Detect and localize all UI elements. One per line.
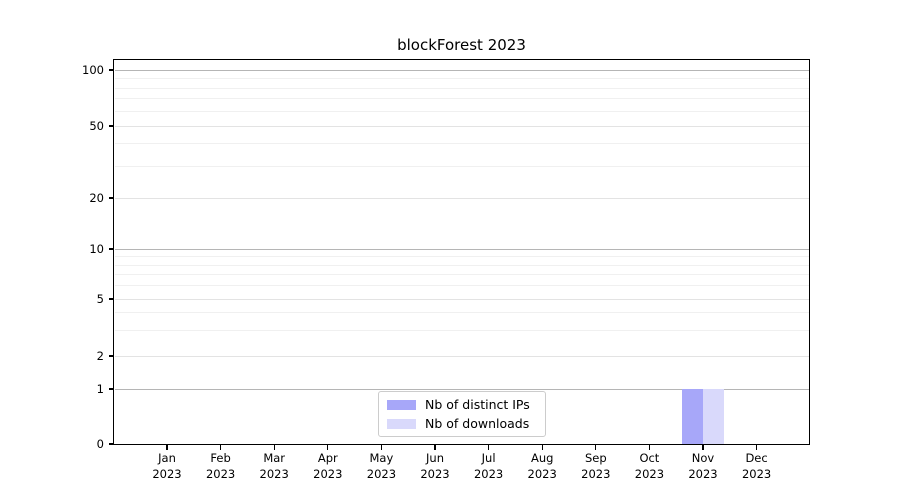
bar-distinct-ips bbox=[681, 389, 703, 444]
x-tick-mark bbox=[595, 445, 597, 450]
x-axis-tick-label: Aug 2023 bbox=[527, 451, 557, 481]
y-tick-mark bbox=[108, 69, 114, 71]
y-tick-mark bbox=[108, 248, 114, 250]
x-axis-tick-label: Feb 2023 bbox=[205, 451, 236, 481]
x-tick-mark bbox=[166, 445, 168, 450]
gridline-minor bbox=[114, 256, 809, 258]
x-tick-mark bbox=[702, 445, 704, 450]
gridline-major bbox=[114, 388, 809, 390]
y-axis-tick-label: 1 bbox=[96, 382, 104, 396]
gridline bbox=[114, 298, 809, 300]
x-axis-tick-label: Jun 2023 bbox=[420, 451, 450, 481]
x-tick-mark bbox=[220, 445, 222, 450]
x-tick-mark bbox=[434, 445, 436, 450]
x-axis-tick-label: Jan 2023 bbox=[152, 451, 182, 481]
x-axis-tick-label: Sep 2023 bbox=[581, 451, 611, 481]
y-axis-tick-label: 2 bbox=[96, 349, 104, 363]
gridline-minor bbox=[114, 98, 809, 100]
x-tick-mark bbox=[327, 445, 329, 450]
x-axis-tick-label: Nov 2023 bbox=[688, 451, 718, 481]
gridline-minor bbox=[114, 87, 809, 89]
y-axis-tick-label: 20 bbox=[89, 191, 104, 205]
x-axis-tick-label: Apr 2023 bbox=[313, 451, 343, 481]
plot-frame bbox=[113, 59, 810, 445]
x-tick-mark bbox=[380, 445, 383, 450]
x-axis-tick-label: May 2023 bbox=[366, 451, 397, 481]
gridline-minor bbox=[114, 165, 809, 167]
y-tick-mark bbox=[108, 125, 114, 127]
x-tick-mark bbox=[488, 445, 490, 450]
gridline bbox=[114, 355, 809, 357]
x-tick-mark bbox=[756, 445, 758, 450]
gridline-minor bbox=[114, 274, 809, 276]
gridline-minor bbox=[114, 143, 809, 145]
y-axis-tick-label: 100 bbox=[82, 63, 104, 77]
y-axis-tick-label: 50 bbox=[89, 119, 104, 133]
y-axis-tick-label: 5 bbox=[96, 292, 104, 306]
gridline-major bbox=[114, 248, 809, 250]
gridline-minor bbox=[114, 110, 809, 112]
legend-label: Nb of downloads bbox=[425, 416, 530, 431]
gridline-minor bbox=[114, 285, 809, 287]
legend-label: Nb of distinct IPs bbox=[425, 397, 530, 412]
legend-swatch bbox=[387, 399, 416, 410]
y-tick-mark bbox=[108, 388, 114, 390]
x-tick-mark bbox=[541, 445, 543, 450]
legend-swatch bbox=[387, 418, 416, 429]
x-axis-tick-label: Jul 2023 bbox=[473, 451, 504, 481]
bar-downloads bbox=[703, 389, 725, 444]
y-tick-mark bbox=[108, 197, 114, 199]
legend: Nb of distinct IPs Nb of downloads bbox=[378, 391, 546, 437]
y-axis-tick-label: 10 bbox=[89, 242, 104, 256]
y-axis-tick-label: 0 bbox=[96, 437, 104, 451]
legend-item: Nb of downloads bbox=[387, 416, 545, 431]
gridline-minor bbox=[114, 312, 809, 314]
y-tick-mark bbox=[108, 355, 114, 357]
legend-item: Nb of distinct IPs bbox=[387, 397, 545, 412]
gridline bbox=[114, 197, 809, 199]
gridline-minor bbox=[114, 330, 809, 332]
x-axis-tick-label: Oct 2023 bbox=[634, 451, 665, 481]
x-axis-tick-label: Dec 2023 bbox=[741, 451, 772, 481]
x-tick-mark bbox=[273, 445, 275, 450]
gridline bbox=[114, 125, 809, 127]
x-axis-tick-label: Mar 2023 bbox=[259, 451, 289, 481]
chart-title: blockForest 2023 bbox=[397, 36, 526, 54]
gridline-minor bbox=[114, 78, 809, 79]
x-tick-mark bbox=[648, 445, 651, 450]
gridline-minor bbox=[114, 264, 809, 266]
y-tick-mark bbox=[108, 298, 114, 300]
gridline-major bbox=[114, 69, 809, 71]
y-tick-mark bbox=[108, 443, 114, 445]
